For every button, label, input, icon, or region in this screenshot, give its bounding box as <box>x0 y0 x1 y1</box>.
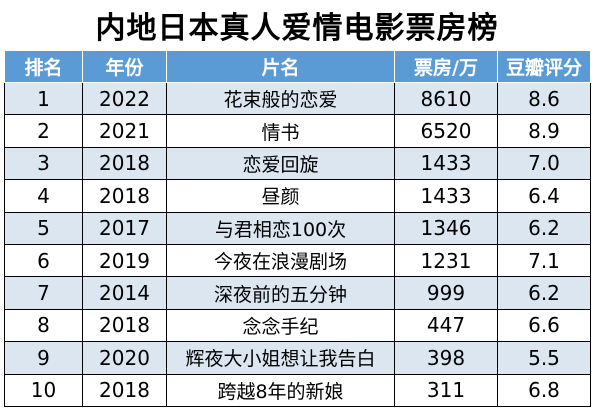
cell-rank: 8 <box>4 308 83 343</box>
table-row: 9 2020 辉夜大小姐想让我告白 398 5.5 <box>4 341 591 375</box>
cell-box-office: 447 <box>394 308 498 343</box>
page-title: 内地日本真人爱情电影票房榜 <box>95 11 499 46</box>
cell-title: 今夜在浪漫剧场 <box>166 243 395 278</box>
cell-title: 念念手纪 <box>166 308 395 343</box>
table-header-row: 排名 年份 片名 票房/万 豆瓣评分 <box>4 50 591 83</box>
cell-box-office: 6520 <box>394 114 498 148</box>
cell-rank: 1 <box>4 81 83 116</box>
cell-box-office: 1346 <box>394 211 498 245</box>
cell-year: 2018 <box>82 373 167 407</box>
cell-title: 昼颜 <box>166 179 395 213</box>
box-office-table: 排名 年份 片名 票房/万 豆瓣评分 1 2022 花束般的恋爱 8610 8.… <box>4 50 591 407</box>
cell-score: 6.2 <box>497 211 591 245</box>
cell-year: 2021 <box>82 114 167 148</box>
cell-year: 2018 <box>82 308 167 343</box>
table-row: 3 2018 恋爱回旋 1433 7.0 <box>4 146 591 181</box>
cell-score: 8.9 <box>497 114 591 148</box>
table-row: 4 2018 昼颜 1433 6.4 <box>4 179 591 213</box>
header-rank: 排名 <box>4 50 83 83</box>
table-row: 5 2017 与君相恋100次 1346 6.2 <box>4 211 591 245</box>
table-row: 6 2019 今夜在浪漫剧场 1231 7.1 <box>4 243 591 278</box>
cell-box-office: 8610 <box>394 81 498 116</box>
header-box-office: 票房/万 <box>394 50 498 83</box>
cell-score: 6.6 <box>497 308 591 343</box>
cell-year: 2022 <box>82 81 167 116</box>
cell-rank: 3 <box>4 146 83 181</box>
cell-rank: 7 <box>4 276 83 310</box>
cell-year: 2020 <box>82 341 167 375</box>
cell-title: 跨越8年的新娘 <box>166 373 395 407</box>
cell-box-office: 1433 <box>394 179 498 213</box>
cell-box-office: 1433 <box>394 146 498 181</box>
cell-rank: 10 <box>4 373 83 407</box>
cell-rank: 9 <box>4 341 83 375</box>
table-row: 1 2022 花束般的恋爱 8610 8.6 <box>4 81 591 116</box>
cell-score: 5.5 <box>497 341 591 375</box>
cell-title: 与君相恋100次 <box>166 211 395 245</box>
cell-box-office: 311 <box>394 373 498 407</box>
table-row: 10 2018 跨越8年的新娘 311 6.8 <box>4 373 591 407</box>
cell-score: 6.4 <box>497 179 591 213</box>
cell-rank: 4 <box>4 179 83 213</box>
cell-rank: 5 <box>4 211 83 245</box>
header-douban-score: 豆瓣评分 <box>497 50 591 83</box>
cell-year: 2019 <box>82 243 167 278</box>
cell-year: 2018 <box>82 179 167 213</box>
cell-score: 6.8 <box>497 373 591 407</box>
cell-score: 8.6 <box>497 81 591 116</box>
cell-score: 7.1 <box>497 243 591 278</box>
header-year: 年份 <box>82 50 167 83</box>
cell-title: 情书 <box>166 114 395 148</box>
cell-title: 辉夜大小姐想让我告白 <box>166 341 395 375</box>
cell-box-office: 398 <box>394 341 498 375</box>
cell-year: 2018 <box>82 146 167 181</box>
cell-title: 花束般的恋爱 <box>166 81 395 116</box>
cell-year: 2014 <box>82 276 167 310</box>
table-row: 8 2018 念念手纪 447 6.6 <box>4 308 591 343</box>
table-row: 7 2014 深夜前的五分钟 999 6.2 <box>4 276 591 310</box>
cell-title: 恋爱回旋 <box>166 146 395 181</box>
cell-title: 深夜前的五分钟 <box>166 276 395 310</box>
cell-box-office: 999 <box>394 276 498 310</box>
table-row: 2 2021 情书 6520 8.9 <box>4 114 591 148</box>
header-title: 片名 <box>166 50 395 83</box>
cell-year: 2017 <box>82 211 167 245</box>
cell-score: 7.0 <box>497 146 591 181</box>
cell-score: 6.2 <box>497 276 591 310</box>
cell-rank: 2 <box>4 114 83 148</box>
cell-rank: 6 <box>4 243 83 278</box>
cell-box-office: 1231 <box>394 243 498 278</box>
